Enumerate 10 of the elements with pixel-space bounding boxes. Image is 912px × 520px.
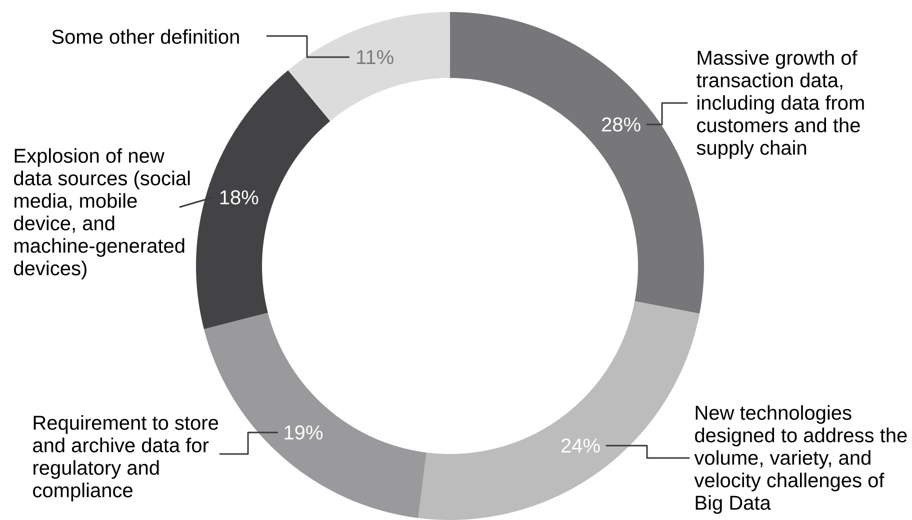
slice-label: Massive growth of transaction data, including data from customers and the supply chain bbox=[696, 50, 864, 159]
data-label: 19% bbox=[284, 425, 323, 440]
data-label: 11% bbox=[357, 50, 394, 64]
slice-label: New technologies designed to address the volume, variety, and velocity challenges of Big Data bbox=[694, 405, 907, 514]
slice-label: Requirement to store and archive data for regulatory and compliance bbox=[33, 415, 218, 502]
slice-label: Some other definition bbox=[52, 29, 239, 44]
slice-label: Explosion of new data sources (social media, mobile device, and machine-generated devices) bbox=[14, 148, 190, 280]
data-label: 18% bbox=[220, 190, 258, 204]
data-label: 28% bbox=[602, 117, 640, 132]
data-label: 24% bbox=[561, 438, 600, 453]
